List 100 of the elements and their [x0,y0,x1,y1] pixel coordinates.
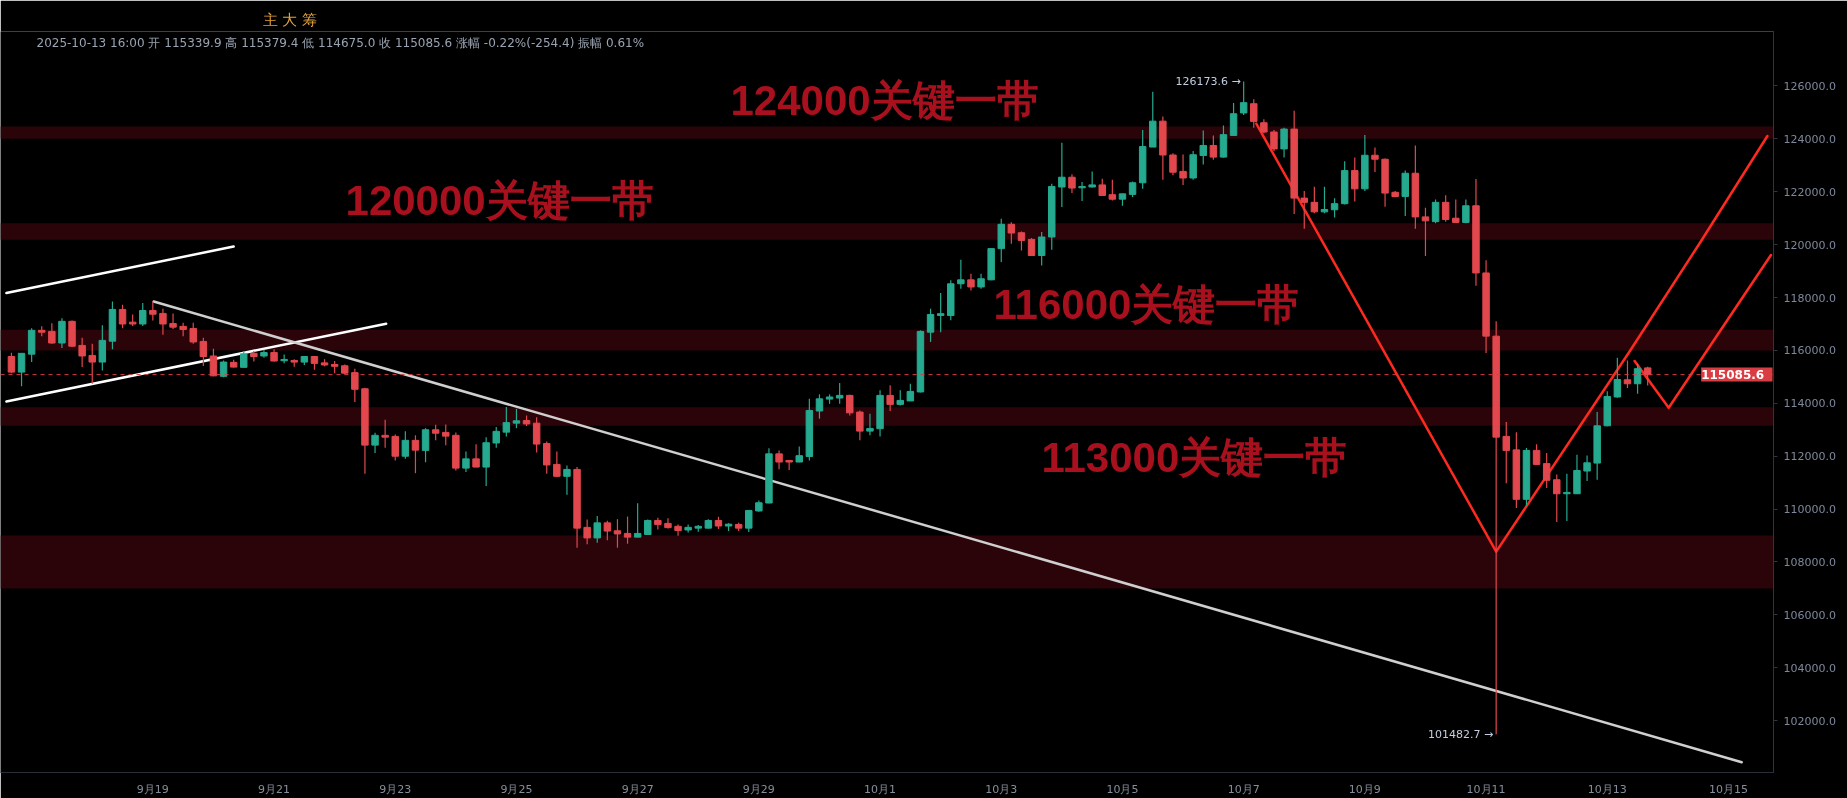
candlestick [1583,454,1591,482]
y-tick-label: 116000.0 [1783,344,1836,358]
annotation: 126173.6 → [1175,74,1241,88]
candlestick [926,308,935,343]
x-tick-label: 9月19 [136,782,169,796]
text: 主 大 筹 [262,10,318,29]
candlestick [593,515,601,544]
candlestick [1633,363,1642,395]
candlestick [159,308,167,336]
candlestick [1563,473,1571,522]
candlestick [1421,207,1430,257]
candlestick [78,337,86,368]
candlestick [623,515,632,545]
y-tick-label: 106000.0 [1783,608,1836,622]
candlestick [1007,221,1016,245]
chart-subtitle: 2025-10-13 16:00 开 115339.9 高 115379.4 低 114675.0 收 115085.6 涨幅 -0.22%(-254.4) 振幅 0.61% [36,35,645,50]
y-tick-label: 122000.0 [1783,185,1836,199]
candlestick [1189,150,1197,181]
x-tick-label: 9月21 [258,782,291,796]
candlestick [472,443,480,468]
band-label: 116000关键一带 [993,281,1300,329]
candlestick [957,259,965,290]
candlestick [543,440,551,475]
candlestick [411,434,420,474]
candlestick [1270,129,1278,152]
candlestick [421,427,430,463]
annotation: 101482.7 → [1427,727,1494,741]
candlestick [835,382,844,405]
candlestick [139,302,147,327]
candlestick [1179,153,1187,186]
y-tick-label: 112000.0 [1783,450,1836,464]
candlestick [1431,198,1440,224]
x-tick-label: 10月3 [985,782,1018,796]
y-tick-label: 108000.0 [1783,555,1836,569]
x-tick-label: 10月7 [1227,782,1260,796]
y-tick-label: 102000.0 [1783,714,1836,728]
candlestick [401,430,410,460]
candlestick [280,353,288,364]
candlestick [1280,127,1288,158]
candlestick [1452,198,1460,224]
y-tick-label: 110000.0 [1783,503,1836,517]
candlestick [1351,156,1359,203]
candlestick [442,423,450,446]
candlestick [492,426,500,449]
candlestick [1401,170,1409,217]
candlestick [1502,421,1510,484]
candlestick [1209,134,1218,161]
candlestick [149,300,157,322]
candlestick [199,337,208,367]
candlestick [502,406,511,437]
candlestick [674,523,682,537]
candlestick [583,518,591,545]
candlestick [1320,186,1329,214]
candlestick [936,292,945,333]
candlestick [1542,452,1551,489]
x-tick-label: 9月25 [500,782,533,796]
x-tick-label: 10月9 [1348,782,1381,796]
candlestick [1250,98,1258,129]
candlestick [1058,142,1066,208]
candlestick [169,312,177,330]
candlestick [1553,473,1561,523]
candlestick [48,322,56,345]
candlestick [1573,454,1581,495]
candlestick [512,408,521,429]
candlestick [1068,173,1076,194]
y-tick-label: 126000.0 [1783,79,1836,93]
candlestick [1532,443,1541,466]
candlestick [532,416,541,454]
candlestick [633,502,642,538]
candlestick [1078,181,1086,202]
candlestick [815,393,824,420]
candlestick [391,433,399,462]
candlestick [58,317,66,349]
candlestick [118,304,127,329]
candlestick [553,450,561,478]
candlestick [1169,152,1177,176]
band-label: 124000关键一带 [730,76,1039,124]
x-tick-label: 10月13 [1587,782,1627,796]
y-tick-label: 114000.0 [1783,397,1836,411]
candlestick [17,352,26,387]
y-tick-label: 124000.0 [1783,132,1836,146]
candlestick [1613,357,1622,399]
y-tick-label: 118000.0 [1783,291,1836,305]
y-tick-label: 120000.0 [1783,238,1836,252]
candlestick [98,324,107,372]
x-tick-label: 10月1 [864,782,897,796]
ref-line-label: 115085.6 [1701,367,1765,382]
candlestick [1441,194,1450,223]
x-tick-label: 9月27 [621,782,654,796]
candlestick [1017,230,1026,252]
x-tick-label: 10月15 [1708,782,1748,796]
band-label: 113000关键一带 [1041,434,1348,482]
x-tick-label: 10月5 [1106,782,1139,796]
candlestick [775,449,783,470]
x-tick-label: 9月23 [379,782,412,796]
x-tick-label: 9月29 [742,782,775,796]
candlestick [866,413,874,436]
candlestick [1300,190,1308,230]
candlestick [1371,147,1379,173]
candlestick [381,419,389,449]
